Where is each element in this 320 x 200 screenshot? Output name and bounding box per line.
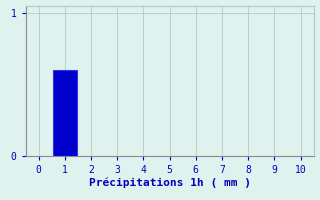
- Bar: [53, 70, 77, 156]
- X-axis label: Précipitations 1h ( mm ): Précipitations 1h ( mm ): [89, 178, 251, 188]
